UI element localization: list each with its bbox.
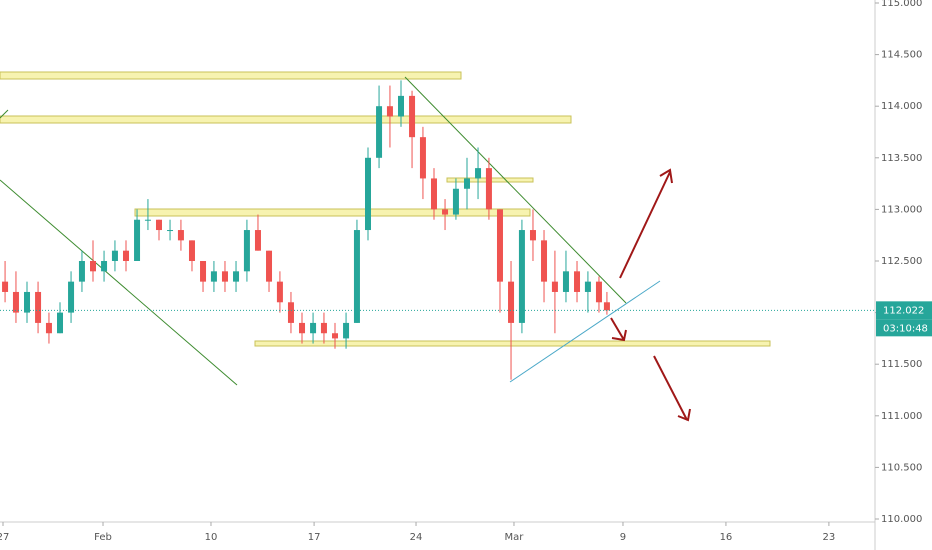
countdown-label: 03:10:48 — [883, 323, 928, 334]
candle-body — [442, 209, 449, 215]
candle-body — [376, 106, 383, 158]
candle-body — [45, 322, 52, 334]
candle-body — [343, 322, 350, 339]
y-tick-label: 111.000 — [881, 411, 922, 422]
candle-body — [68, 281, 75, 313]
x-tick-label: Feb — [94, 532, 112, 543]
candle-body — [353, 230, 360, 323]
candle-body — [584, 281, 591, 292]
x-tick-label: 10 — [205, 532, 218, 543]
trendline — [0, 179, 238, 386]
candle-body — [595, 281, 602, 303]
trendline — [404, 76, 627, 304]
candle-body — [144, 219, 151, 221]
candle-body — [529, 230, 536, 241]
candle-body — [276, 281, 283, 303]
trendline — [0, 109, 9, 119]
x-tick-label: 17 — [308, 532, 321, 543]
x-tick-label: 24 — [410, 532, 423, 543]
y-tick-label: 114.000 — [881, 101, 922, 112]
y-tick-label: 113.000 — [881, 204, 922, 215]
candle-body — [266, 250, 273, 282]
countdown-box — [876, 319, 932, 337]
candle-body — [221, 271, 228, 282]
y-tick-label: 111.500 — [881, 359, 922, 370]
candle-body — [508, 281, 515, 323]
candle-body — [188, 240, 195, 261]
x-tick-label: Mar — [505, 532, 525, 543]
candle-body — [603, 302, 610, 311]
candle-body — [287, 302, 294, 323]
candle-body — [365, 157, 372, 231]
candle-body — [210, 271, 217, 282]
candle-body — [89, 261, 96, 272]
zone — [0, 115, 572, 124]
drawings — [0, 71, 771, 422]
candle-body — [496, 209, 503, 282]
y-tick-label: 113.500 — [881, 153, 922, 164]
candle-body — [320, 322, 327, 334]
candle-body — [518, 230, 525, 323]
candle-body — [475, 168, 482, 179]
y-tick-label: 112.500 — [881, 256, 922, 267]
candle-body — [397, 95, 404, 117]
candle-body — [155, 219, 162, 231]
candle-body — [57, 312, 64, 334]
candle-body — [562, 271, 569, 292]
candle-body — [12, 291, 19, 313]
candle-body — [243, 230, 250, 272]
candle-body — [452, 188, 459, 215]
zone — [0, 71, 462, 80]
x-tick-label: 16 — [720, 532, 733, 543]
candle-body — [430, 178, 437, 210]
zone — [134, 208, 531, 217]
candle-body — [111, 250, 118, 261]
candle-body — [332, 333, 339, 339]
candle-body — [574, 271, 581, 292]
candle-body — [254, 230, 261, 251]
candle-body — [551, 281, 558, 292]
candle-body — [200, 261, 207, 282]
candle-body — [134, 219, 141, 261]
y-tick-label: 115.000 — [881, 0, 922, 9]
candle-body — [310, 322, 317, 334]
last-price-label: 112.022 — [883, 305, 924, 316]
zone — [254, 340, 771, 347]
x-tick-label: 23 — [823, 532, 836, 543]
candle-body — [122, 250, 129, 261]
candle-body — [78, 261, 85, 282]
x-tick-label: 27 — [0, 532, 9, 543]
y-tick-label: 110.500 — [881, 462, 922, 473]
y-tick-label: 114.500 — [881, 50, 922, 61]
candle-body — [177, 230, 184, 241]
candle-body — [541, 240, 548, 282]
trendline — [509, 280, 661, 383]
last-price-box — [876, 301, 932, 320]
candle-body — [463, 178, 470, 189]
y-tick-label: 110.000 — [881, 514, 922, 525]
x-tick-label: 9 — [620, 532, 626, 543]
candle-body — [419, 137, 426, 179]
candle-body — [409, 95, 416, 138]
candle-body — [386, 106, 393, 117]
arrows — [610, 168, 691, 422]
candle-body — [101, 261, 108, 272]
candle-body — [35, 291, 42, 323]
candles — [2, 80, 610, 380]
candle-body — [233, 271, 240, 282]
candle-body — [24, 291, 31, 313]
candle-body — [299, 322, 306, 334]
candle-body — [485, 168, 492, 210]
candle-body — [167, 230, 174, 232]
candle-body — [2, 281, 9, 292]
